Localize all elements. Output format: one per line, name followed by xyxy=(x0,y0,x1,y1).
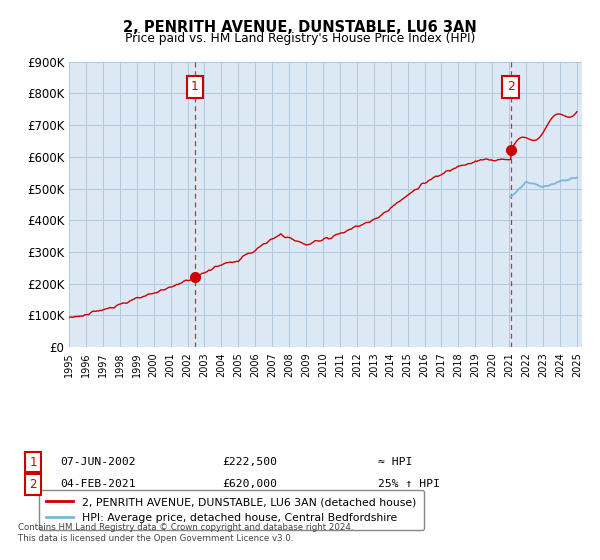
Text: 25% ↑ HPI: 25% ↑ HPI xyxy=(378,479,440,489)
Text: 2, PENRITH AVENUE, DUNSTABLE, LU6 3AN: 2, PENRITH AVENUE, DUNSTABLE, LU6 3AN xyxy=(123,20,477,35)
Text: 04-FEB-2021: 04-FEB-2021 xyxy=(60,479,136,489)
Text: Contains HM Land Registry data © Crown copyright and database right 2024.
This d: Contains HM Land Registry data © Crown c… xyxy=(18,524,353,543)
Text: £222,500: £222,500 xyxy=(222,457,277,467)
Text: 2: 2 xyxy=(507,81,515,94)
Text: Price paid vs. HM Land Registry's House Price Index (HPI): Price paid vs. HM Land Registry's House … xyxy=(125,32,475,45)
Text: 1: 1 xyxy=(191,81,199,94)
Text: ≈ HPI: ≈ HPI xyxy=(378,457,412,467)
Text: £620,000: £620,000 xyxy=(222,479,277,489)
Text: 2: 2 xyxy=(29,478,37,491)
Legend: 2, PENRITH AVENUE, DUNSTABLE, LU6 3AN (detached house), HPI: Average price, deta: 2, PENRITH AVENUE, DUNSTABLE, LU6 3AN (d… xyxy=(38,489,424,530)
Text: 1: 1 xyxy=(29,455,37,469)
Text: 07-JUN-2002: 07-JUN-2002 xyxy=(60,457,136,467)
